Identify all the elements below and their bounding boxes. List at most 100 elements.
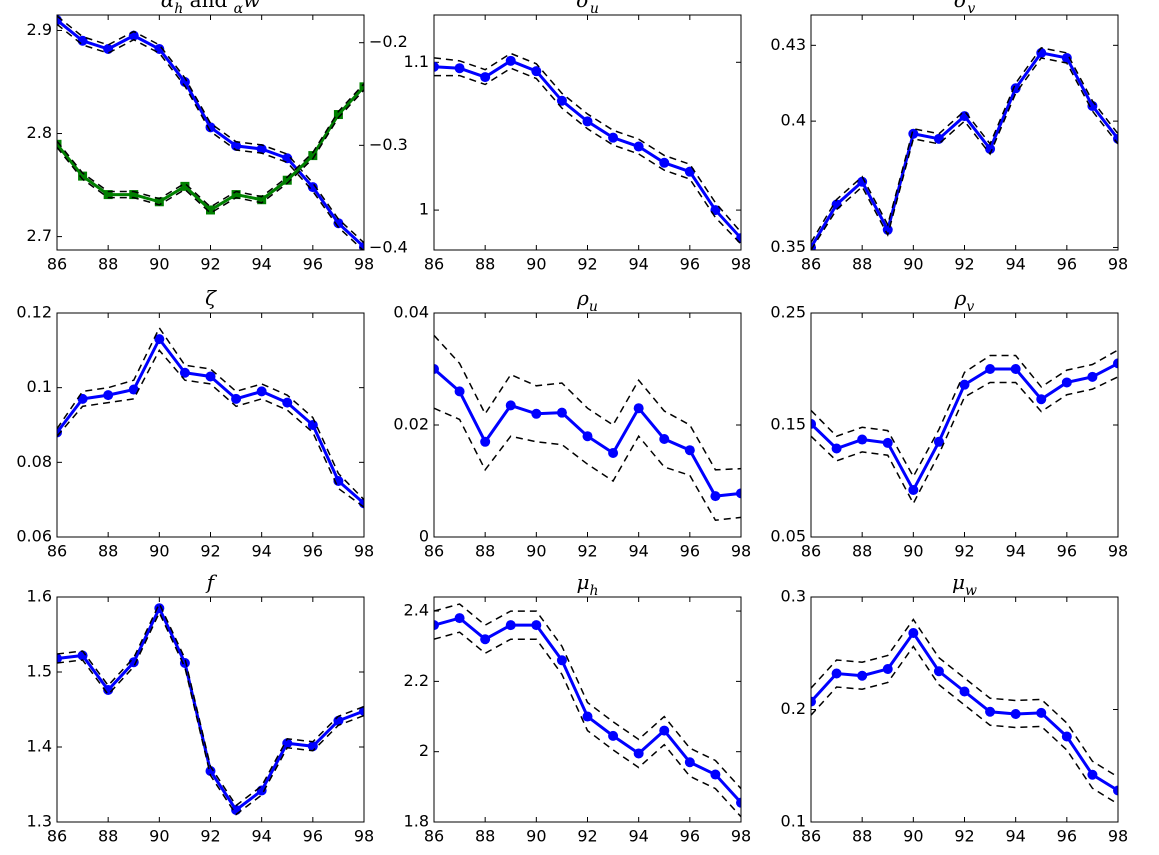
point <box>710 491 721 502</box>
band-line <box>434 52 741 233</box>
point <box>633 748 644 759</box>
title-part: u <box>589 299 598 315</box>
x-tick-label: 90 <box>903 542 923 561</box>
band-line <box>811 349 1118 479</box>
point <box>505 55 516 66</box>
x-tick-label: 88 <box>475 542 495 561</box>
y-tick-label: 0.08 <box>16 452 52 471</box>
x-tick-label: 98 <box>1108 255 1128 274</box>
y-tick-label: 0.1 <box>781 812 806 831</box>
x-tick-label: 94 <box>1005 542 1025 561</box>
series-line <box>57 604 364 813</box>
point <box>307 420 318 430</box>
point <box>608 132 619 143</box>
point <box>282 397 293 408</box>
point <box>736 797 741 808</box>
x-tick-label: 90 <box>526 827 546 846</box>
point <box>505 400 516 411</box>
point <box>77 650 88 661</box>
point <box>1036 394 1047 405</box>
point <box>882 664 893 674</box>
y-tick-label: 2.8 <box>27 123 52 142</box>
series-line <box>434 59 741 240</box>
y-tick-label: 1.6 <box>27 587 52 606</box>
x-tick-label: 86 <box>424 827 444 846</box>
y-tick-label: 0 <box>419 527 429 546</box>
x-tick-label: 94 <box>251 827 271 846</box>
point <box>333 218 344 229</box>
point <box>256 143 267 154</box>
band-line <box>57 349 364 508</box>
point <box>684 757 695 768</box>
point <box>434 620 439 631</box>
x-tick-label: 88 <box>852 255 872 274</box>
x-tick-label: 86 <box>801 827 821 846</box>
x-tick-label: 94 <box>628 827 648 846</box>
subplot-title: μw <box>952 570 977 600</box>
subplot-title: ρu <box>576 286 598 316</box>
point <box>831 199 842 210</box>
subplot: ζ 86 88 90 92 94 96 98 0.06 0.08 0.1 0.12 <box>16 286 374 561</box>
x-tick-label: 94 <box>251 255 271 274</box>
band-line <box>57 83 364 208</box>
subplot: αh and αw868890929496982.72.82.9−0.4−0.3… <box>27 0 408 274</box>
point <box>985 706 996 717</box>
point <box>154 334 165 345</box>
band-line <box>434 407 741 521</box>
axes-box <box>56 596 365 823</box>
subplot-title: σu <box>576 0 599 17</box>
x-tick-label: 98 <box>1108 827 1128 846</box>
y-tick-label: 0.4 <box>781 111 806 130</box>
x-tick-label: 86 <box>47 255 67 274</box>
point <box>282 738 293 749</box>
point <box>205 371 216 382</box>
y2-tick-label: −0.2 <box>369 32 408 51</box>
title-part: w <box>965 583 977 599</box>
series-line <box>57 85 364 212</box>
subplot-title: μh <box>576 570 598 600</box>
point <box>556 95 567 106</box>
plot-area <box>57 15 364 250</box>
point <box>103 685 114 695</box>
subplot: σv 86 88 90 92 94 96 98 0.35 0.4 0.43 <box>770 0 1128 274</box>
point <box>608 730 619 741</box>
point <box>180 181 190 191</box>
point <box>556 407 567 418</box>
point <box>1113 358 1118 369</box>
band-line <box>811 645 1118 805</box>
x-tick-label: 96 <box>680 827 700 846</box>
point <box>556 655 567 666</box>
y-tick-label: 1.8 <box>404 812 429 831</box>
point <box>333 110 343 120</box>
point <box>933 436 944 447</box>
point <box>1036 707 1047 718</box>
point <box>633 141 644 152</box>
point <box>129 190 139 200</box>
point <box>1087 371 1098 382</box>
y-tick-label: 0.15 <box>770 415 806 434</box>
x-tick-label: 96 <box>680 542 700 561</box>
title-part: σ <box>954 0 969 12</box>
point <box>908 484 919 495</box>
y-tick-label: 2.2 <box>404 671 429 690</box>
point <box>831 443 842 454</box>
x-tick-label: 88 <box>98 255 118 274</box>
y-tick-label: 0.1 <box>27 377 52 396</box>
plot-area <box>57 601 364 816</box>
point <box>179 367 190 378</box>
point <box>205 766 216 776</box>
title-part: μ <box>952 570 965 594</box>
x-tick-label: 92 <box>577 255 597 274</box>
band-line <box>57 89 364 214</box>
y-tick-label: 0.43 <box>770 35 806 54</box>
subplot-title: αh and αw <box>161 0 260 17</box>
plot-area <box>811 349 1118 506</box>
point <box>103 390 114 401</box>
point <box>1036 47 1047 58</box>
x-tick-label: 92 <box>954 255 974 274</box>
point <box>582 116 593 127</box>
x-tick-label: 86 <box>424 255 444 274</box>
title-part: ρ <box>954 286 967 310</box>
point <box>57 653 62 664</box>
point <box>531 408 542 419</box>
